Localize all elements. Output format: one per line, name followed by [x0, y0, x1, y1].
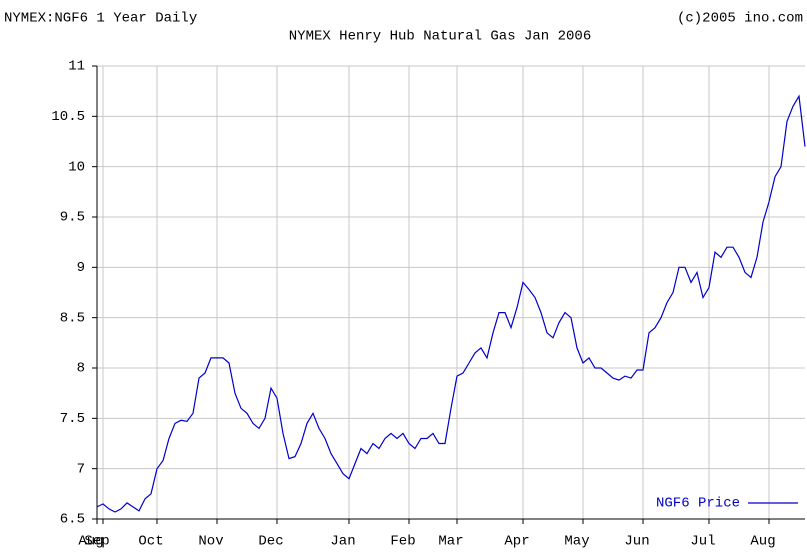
credit: (c)2005 ino.com: [677, 11, 803, 27]
y-tick-label: 7.5: [60, 411, 85, 427]
x-tick-label: Feb: [390, 534, 415, 549]
x-tick-label: Jul: [690, 534, 715, 549]
chart-title: NYMEX Henry Hub Natural Gas Jan 2006: [289, 29, 591, 45]
y-tick-label: 9: [77, 260, 85, 276]
y-tick-label: 9.5: [60, 210, 85, 226]
x-tick-label: Sep: [84, 534, 109, 549]
x-tick-label: May: [564, 534, 589, 549]
x-tick-label: Apr: [504, 534, 529, 549]
y-tick-label: 11: [68, 59, 85, 75]
y-tick-label: 8: [77, 361, 85, 377]
price-line: [96, 94, 806, 513]
x-tick-label: Aug: [78, 534, 103, 549]
y-tick-label: 7: [77, 461, 85, 477]
x-tick-label: Jun: [624, 534, 649, 549]
source-label: NYMEX:NGF6 1 Year Daily: [4, 11, 197, 27]
legend-label: NGF6 Price: [656, 496, 740, 512]
x-tick-label: Jan: [330, 534, 355, 549]
y-tick-label: 10.5: [51, 109, 85, 125]
x-tick-label: Aug: [750, 534, 775, 549]
y-tick-label: 10: [68, 159, 85, 175]
x-tick-label: Mar: [438, 534, 463, 549]
x-tick-label: Dec: [258, 534, 283, 549]
y-tick-label: 8.5: [60, 310, 85, 326]
y-tick-label: 6.5: [60, 512, 85, 528]
x-tick-label: Nov: [198, 534, 223, 549]
x-tick-label: Oct: [138, 534, 163, 549]
